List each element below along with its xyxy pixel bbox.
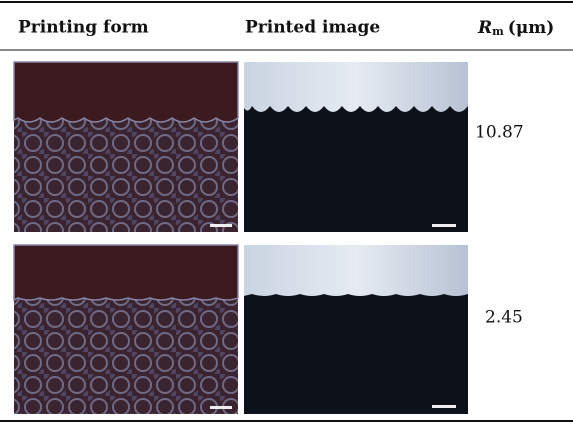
unit: (μm) [508, 18, 555, 38]
header-cell: Printing form [18, 18, 149, 38]
printing-form-image [14, 62, 238, 232]
printing-form-image [14, 245, 238, 414]
header-cell: Rm (μm) [477, 18, 554, 39]
subscript: m [492, 25, 504, 38]
printed-image [244, 62, 468, 232]
rm-value: 10.87 [475, 123, 524, 143]
printed-image [244, 245, 468, 414]
rm-value: 2.45 [485, 308, 523, 328]
symbol: R [477, 18, 492, 38]
page: Printing form Printed image Rm (μm) 10.87… [0, 0, 573, 423]
header-cell: Printed image [245, 18, 380, 38]
table: Printing form Printed image Rm (μm) 10.87… [0, 0, 573, 423]
